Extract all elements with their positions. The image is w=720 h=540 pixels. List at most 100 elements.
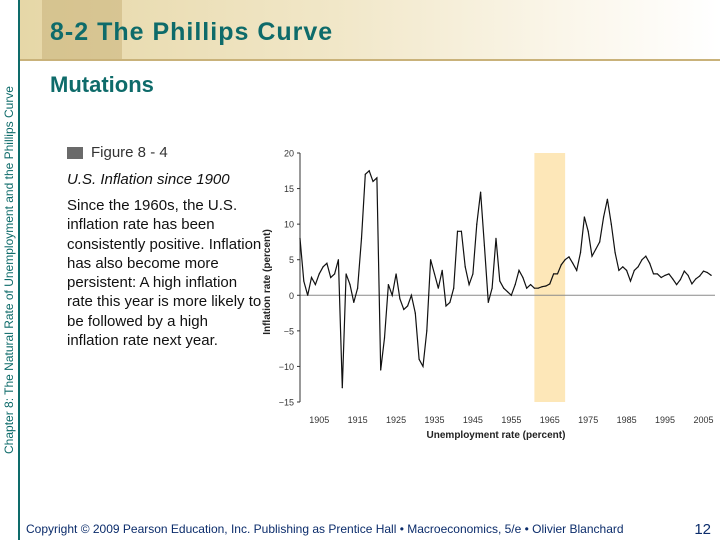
data-point xyxy=(399,298,401,300)
x-tick-label: 1905 xyxy=(309,415,329,425)
data-point xyxy=(468,284,470,286)
data-point xyxy=(541,286,543,288)
data-point xyxy=(476,223,478,225)
data-point xyxy=(649,262,651,264)
data-point xyxy=(568,256,570,258)
slide-title: 8-2 The Phillips Curve xyxy=(50,18,334,46)
x-tick-label: 1955 xyxy=(501,415,521,425)
data-point xyxy=(672,278,674,280)
data-point xyxy=(679,279,682,281)
data-point xyxy=(387,284,389,286)
data-point xyxy=(629,280,632,282)
data-point xyxy=(483,244,486,247)
x-tick-label: 1935 xyxy=(424,415,444,425)
data-point xyxy=(449,301,451,303)
data-point xyxy=(710,274,712,276)
chapter-title: Chapter 8: The Natural Rate of Unemploym… xyxy=(2,86,16,454)
data-point xyxy=(337,259,340,261)
x-tick-label: 1995 xyxy=(655,415,675,425)
data-point xyxy=(303,280,305,282)
data-point xyxy=(549,283,551,285)
series-points xyxy=(299,170,712,389)
data-point xyxy=(345,273,347,275)
data-point xyxy=(341,387,343,389)
data-point xyxy=(349,284,351,286)
y-tick-label: −10 xyxy=(279,362,294,372)
data-point xyxy=(372,180,374,183)
chapter-sidebar: Chapter 8: The Natural Rate of Unemploym… xyxy=(0,0,20,540)
data-point xyxy=(430,259,432,261)
data-point xyxy=(506,291,509,293)
section-subtitle: Mutations xyxy=(50,72,154,97)
y-axis-ticks: 20 15 10 5 0 −5 −10 −15 xyxy=(279,149,300,408)
data-point xyxy=(675,284,678,286)
y-tick-label: 0 xyxy=(289,291,294,301)
data-point xyxy=(652,273,655,275)
data-point xyxy=(591,255,593,257)
data-point xyxy=(583,216,585,218)
data-point xyxy=(499,280,501,282)
data-point xyxy=(353,301,355,303)
data-point xyxy=(391,294,393,296)
data-point xyxy=(368,170,370,172)
data-point xyxy=(564,259,566,261)
inflation-chart: 20 15 10 5 0 −5 −10 −15 1905 1915 1925 1935 1945 195… xyxy=(262,149,715,441)
footer-copyright: Copyright © 2009 Pearson Education, Inc.… xyxy=(26,522,624,536)
data-point xyxy=(529,284,532,286)
data-point xyxy=(587,230,589,232)
data-point xyxy=(491,287,493,289)
figure-label: Figure 8 - 4 xyxy=(91,144,168,161)
x-tick-label: 1975 xyxy=(578,415,598,425)
data-point xyxy=(464,266,466,268)
data-point xyxy=(602,216,605,218)
data-point xyxy=(537,287,539,289)
y-tick-label: 10 xyxy=(284,220,294,230)
data-point xyxy=(383,337,386,339)
data-point xyxy=(545,285,547,287)
data-point xyxy=(699,275,701,277)
x-tick-label: 2005 xyxy=(693,415,713,425)
data-point xyxy=(660,276,662,279)
data-point xyxy=(691,283,693,285)
data-point xyxy=(460,230,462,232)
data-point xyxy=(622,266,624,268)
data-point xyxy=(614,252,616,254)
x-tick-label: 1925 xyxy=(386,415,406,425)
data-point xyxy=(487,301,489,303)
header-accent-tab xyxy=(42,0,122,60)
y-tick-label: −15 xyxy=(279,398,294,408)
data-point xyxy=(702,270,705,272)
data-point xyxy=(403,308,405,311)
data-point xyxy=(706,271,708,274)
data-point xyxy=(553,273,555,275)
x-axis-label: Unemployment rate (percent) xyxy=(427,430,566,441)
data-point xyxy=(433,273,436,275)
data-point xyxy=(414,312,416,314)
data-point xyxy=(599,241,601,243)
data-point xyxy=(456,230,459,232)
data-point xyxy=(472,273,474,275)
data-point xyxy=(333,273,336,275)
data-point xyxy=(364,173,366,175)
data-point xyxy=(606,198,609,200)
data-point xyxy=(683,270,685,272)
data-point xyxy=(426,330,428,332)
x-tick-label: 1915 xyxy=(348,415,368,425)
figure-title: U.S. Inflation since 1900 xyxy=(67,171,230,188)
data-point xyxy=(310,276,313,279)
data-point xyxy=(376,177,378,179)
data-point xyxy=(656,273,658,275)
data-point xyxy=(579,252,582,254)
data-point xyxy=(626,269,628,271)
data-point xyxy=(576,269,578,271)
data-point xyxy=(633,269,635,271)
data-point xyxy=(318,273,320,275)
y-tick-label: −5 xyxy=(284,326,294,336)
data-point xyxy=(687,274,689,276)
y-tick-label: 20 xyxy=(284,149,294,159)
data-point xyxy=(526,287,528,289)
data-point xyxy=(326,262,328,264)
data-point xyxy=(441,269,443,271)
data-point xyxy=(503,287,505,289)
figure-marker-icon xyxy=(67,147,83,159)
